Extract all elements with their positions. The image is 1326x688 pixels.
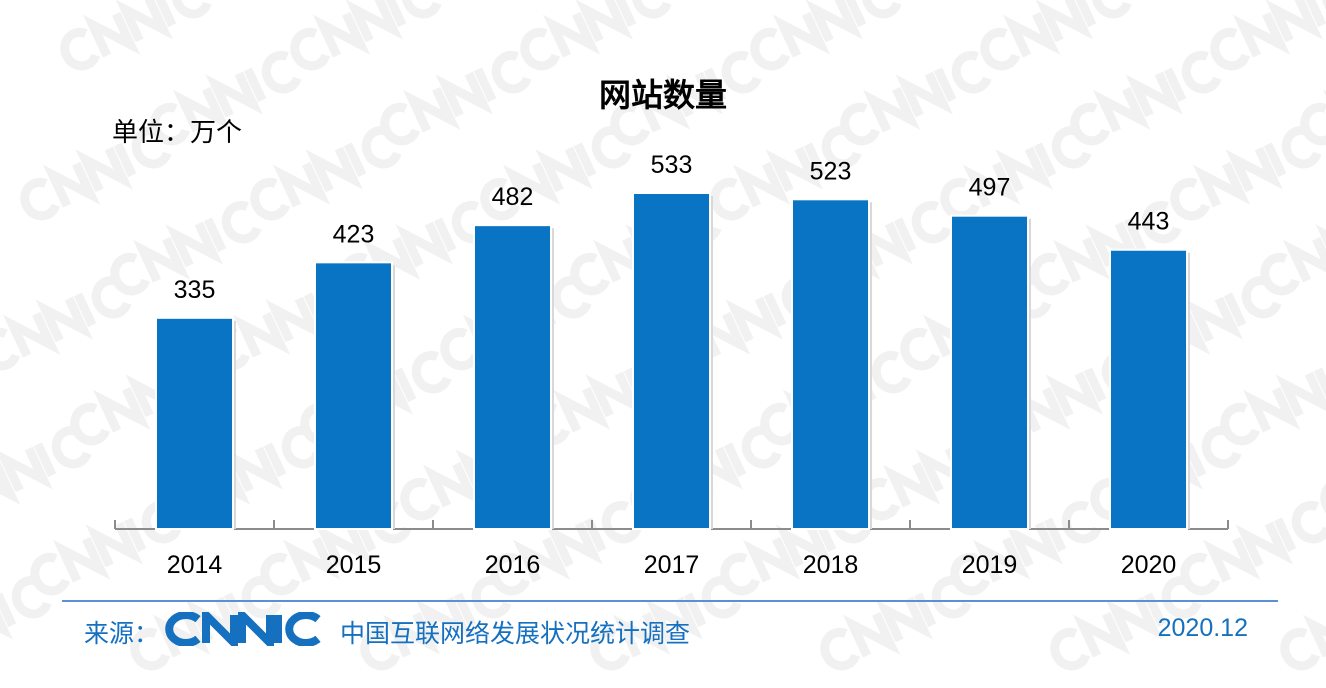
watermark-mark	[1050, 575, 1202, 671]
watermark-mark	[480, 125, 632, 221]
watermark-mark	[1280, 575, 1326, 671]
bar-chart: 335 2014 423 2015 482 2016 533 2017 523 2018 497 20…	[114, 151, 1229, 579]
data-label: 443	[1128, 208, 1170, 236]
x-tick-label: 2014	[167, 551, 223, 579]
survey-name: 中国互联网络发展状况统计调查	[340, 619, 691, 648]
data-label: 523	[810, 157, 852, 185]
bar-2014	[155, 316, 234, 531]
bar-2016	[473, 224, 552, 531]
x-tick-label: 2020	[1121, 551, 1177, 579]
x-tick-label: 2018	[803, 551, 859, 579]
x-tick-label: 2019	[962, 551, 1018, 579]
watermark-mark	[1170, 125, 1322, 221]
watermark-mark	[0, 425, 92, 521]
data-label: 497	[969, 174, 1011, 202]
source-label: 来源：	[84, 619, 160, 648]
watermark-mark	[360, 575, 512, 671]
watermark-mark	[980, 0, 1132, 71]
data-label: 423	[333, 220, 375, 248]
bar-2017	[632, 192, 711, 530]
cnnic-logo	[165, 612, 321, 646]
watermark-mark	[20, 125, 172, 221]
data-label: 335	[174, 276, 216, 304]
watermark-mark	[590, 575, 742, 671]
watermark-mark	[250, 125, 402, 221]
watermark-mark	[750, 0, 902, 71]
watermark-mark	[1210, 0, 1326, 71]
chart-title: 网站数量	[598, 76, 727, 114]
watermark-mark	[820, 575, 972, 671]
bar-2020	[1109, 248, 1188, 530]
watermark-mark	[290, 0, 442, 71]
watermark-mark	[520, 0, 672, 71]
data-label: 482	[492, 183, 534, 211]
x-tick-label: 2016	[485, 551, 541, 579]
unit-label: 单位：万个	[112, 118, 243, 148]
bar-2018	[791, 198, 870, 530]
watermark-mark	[710, 125, 862, 221]
watermark-mark	[0, 275, 132, 371]
report-date: 2020.12	[1157, 614, 1248, 642]
x-tick-label: 2015	[326, 551, 382, 579]
watermark-mark	[940, 125, 1092, 221]
watermark-mark	[60, 0, 212, 71]
x-tick-label: 2017	[644, 551, 700, 579]
data-label: 533	[651, 151, 693, 179]
footer-divider	[62, 600, 1278, 602]
bar-2019	[950, 214, 1029, 530]
cnnic-logo-mark	[165, 612, 321, 646]
bar-2015	[314, 261, 393, 530]
